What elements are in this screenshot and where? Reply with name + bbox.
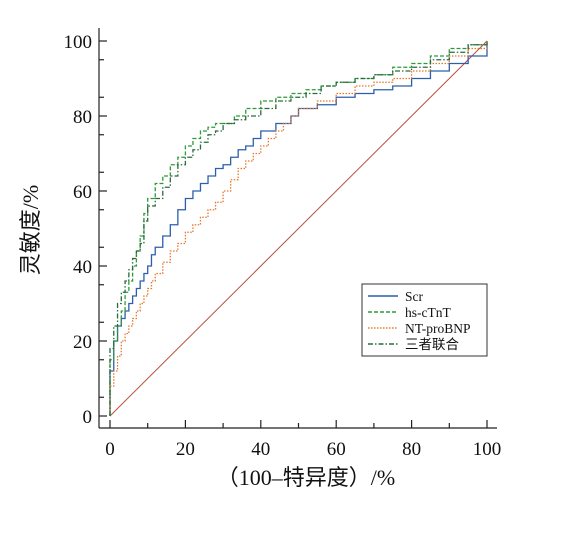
series-lines [109,41,488,416]
reference-diagonal-layer [109,40,488,417]
y-tick-label: 20 [73,332,92,353]
series-line-4 [109,41,488,416]
y-tick-label: 80 [73,107,92,128]
x-tick-label: 40 [251,439,270,460]
legend-label: Scr [405,289,424,304]
axis-ticks: 0 20 40 60 80 100 0 20 40 60 80 100 [64,32,502,460]
legend-label: hs-cTnT [405,305,451,320]
y-tick-label: 60 [73,182,92,203]
x-tick-label: 100 [473,439,502,460]
y-tick-label: 0 [83,407,93,428]
series-line-2 [109,41,488,416]
x-tick-label: 80 [402,439,421,460]
x-axis-title: （100–特异度）/% [217,465,395,490]
x-tick-label: 0 [105,439,115,460]
x-tick-label: 60 [327,439,346,460]
reference-diagonal [109,40,488,417]
series-line-3 [109,41,488,416]
y-axis-title: 灵敏度/% [18,185,43,275]
series-line-1 [109,41,488,416]
x-tick-label: 20 [176,439,195,460]
legend-label: 三者联合 [405,337,459,352]
legend-label: NT-proBNP [405,321,471,336]
y-tick-label: 100 [64,32,93,53]
y-tick-label: 40 [73,257,92,278]
